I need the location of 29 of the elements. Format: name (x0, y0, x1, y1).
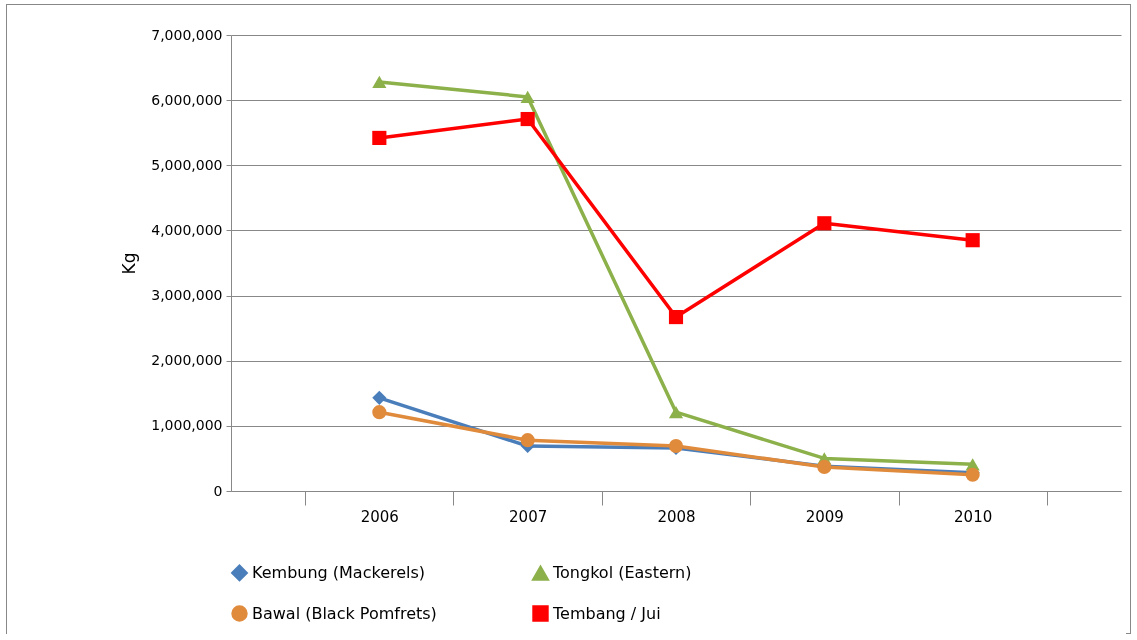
legend-label: Tongkol (Eastern) (552, 563, 692, 583)
y-tick-label: 5,000,000 (151, 156, 223, 173)
y-tick-label: 2,000,000 (151, 352, 223, 369)
point (372, 390, 387, 405)
point (520, 90, 535, 104)
legend-label: Bawal (Black Pomfrets) (252, 603, 437, 623)
point (372, 405, 387, 420)
y-tick-label: 0 (213, 482, 223, 499)
point (668, 406, 684, 419)
y-axis-title: Kg (119, 252, 140, 275)
x-tick-label: 2007 (509, 507, 548, 526)
legend-label: Kembung (Mackerels) (252, 562, 426, 582)
point (520, 433, 535, 448)
point (372, 75, 387, 89)
x-tick-label: 2009 (805, 507, 844, 526)
legend-label: Tembang / Jui (552, 603, 661, 623)
point (817, 216, 832, 231)
y-tick-label: 6,000,000 (151, 91, 223, 108)
x-tick-label: 2006 (360, 507, 399, 526)
point (668, 310, 684, 325)
point (520, 111, 535, 127)
point (965, 233, 980, 248)
y-tick-label: 7,000,000 (151, 26, 223, 43)
point (372, 130, 387, 145)
y-tick-label: 4,000,000 (151, 221, 223, 238)
y-tick-label: 1,000,000 (151, 417, 223, 434)
y-tick-label: 3,000,000 (151, 287, 223, 304)
x-tick-label: 2010 (954, 507, 993, 526)
x-tick-label: 2008 (657, 507, 696, 526)
